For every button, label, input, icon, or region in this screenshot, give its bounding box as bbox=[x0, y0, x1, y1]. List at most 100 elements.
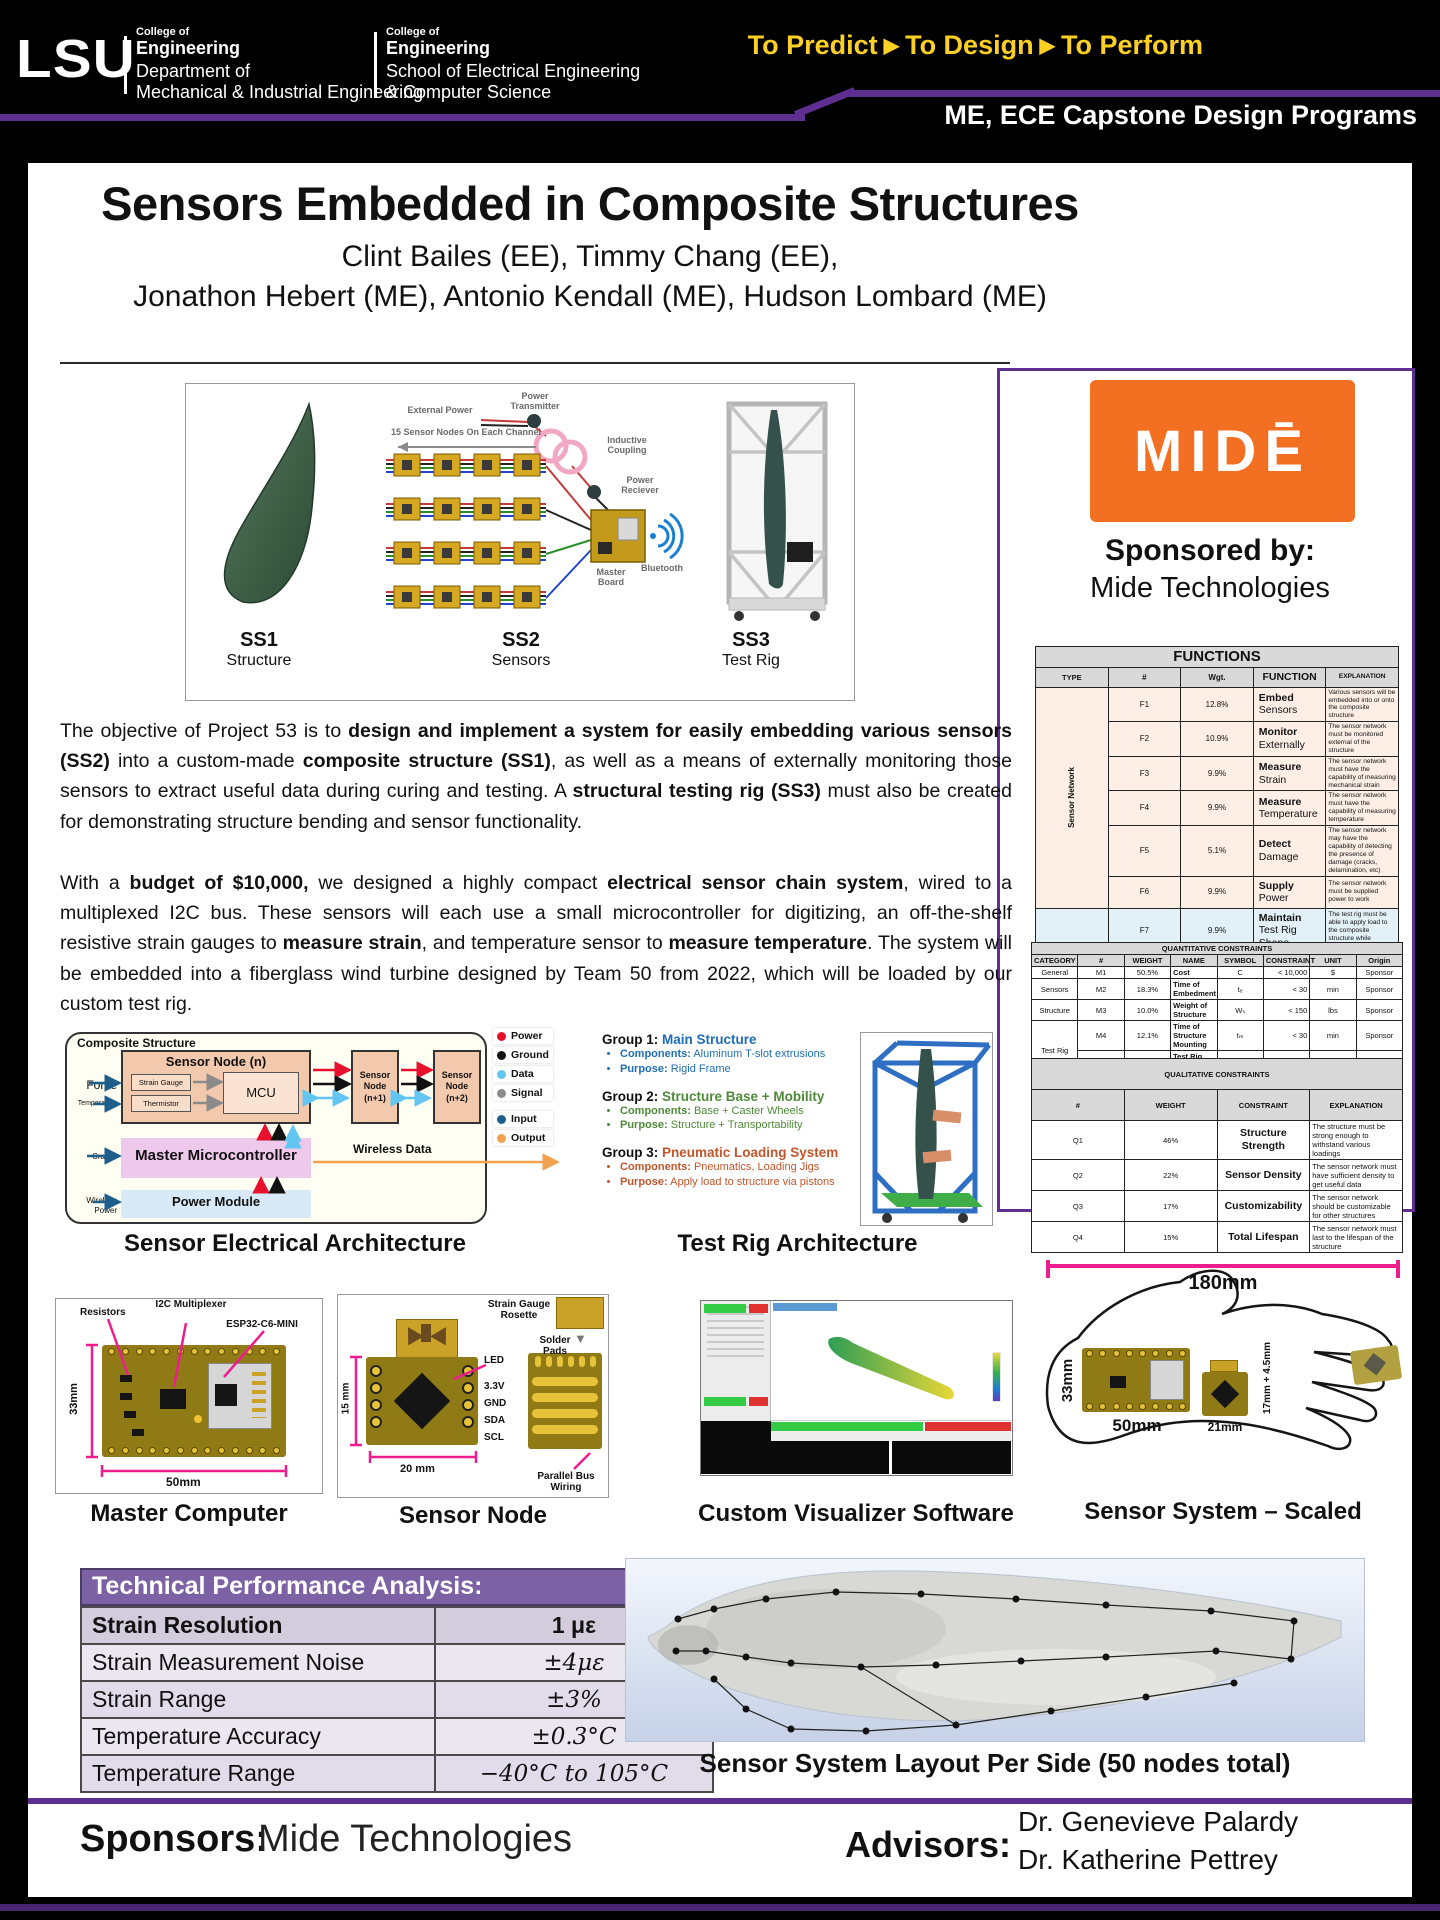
v33-label: 3.3V bbox=[484, 1381, 505, 1392]
electrical-legend: Power Ground Data Signal Input Output bbox=[493, 1028, 553, 1149]
ss2-subtitle: Sensors bbox=[491, 652, 551, 669]
performance-header: Technical Performance Analysis: bbox=[80, 1568, 714, 1606]
master-computer-caption: Master Computer bbox=[90, 1500, 288, 1527]
qualitative-constraints-table: QUALITATIVE CONSTRAINTS # WEIGHT CONSTRA… bbox=[1031, 1058, 1403, 1253]
master-microcontroller-box: Master Microcontroller bbox=[121, 1138, 311, 1178]
text-run: . The system will be embedded into a fib… bbox=[60, 932, 1013, 1015]
sensor-node-pcb-image bbox=[366, 1357, 478, 1445]
col-type: TYPE bbox=[1035, 667, 1109, 688]
sensor-node-caption: Sensor Node bbox=[398, 1502, 548, 1529]
table-row: Strain Resolution 1 με bbox=[80, 1606, 715, 1645]
scaled-node-height: 17mm + 4.5mm bbox=[1262, 1342, 1273, 1414]
wireless-data-label: Wireless Data bbox=[353, 1142, 432, 1156]
fingertip-pcb bbox=[1349, 1344, 1403, 1386]
i2c-multiplexer-label: I2C Multiplexer bbox=[155, 1299, 227, 1310]
table-row: Q2 22% Sensor Density The sensor network mu… bbox=[1031, 1159, 1403, 1191]
table-row: F5 5.1% Detect Damage The sensor network ma… bbox=[1036, 825, 1399, 877]
sda-label: SDA bbox=[484, 1415, 506, 1426]
electrical-arrows bbox=[87, 1061, 560, 1211]
table-row: Q1 46% Structure Strength The structure mus… bbox=[1031, 1120, 1403, 1160]
input-dot-icon bbox=[497, 1114, 506, 1124]
mide-logo: MIDĒ bbox=[1090, 380, 1355, 522]
bluetooth-label: Bluetooth bbox=[641, 563, 683, 573]
type-group-sensor-network: Sensor Network bbox=[1035, 686, 1109, 909]
hand-dimension: 180mm bbox=[1188, 1272, 1258, 1294]
system-overview-figure: External Power Power Transmitter 15 Sens… bbox=[185, 383, 855, 701]
group-name: Pneumatic Loading System bbox=[662, 1145, 839, 1160]
test-rig-drawing bbox=[872, 1040, 991, 1223]
power-receiver-label: Power Reciever bbox=[621, 475, 659, 495]
ss1-structure-image bbox=[223, 401, 316, 604]
title-divider bbox=[60, 362, 1010, 364]
esp32-label: ESP32-C6-MINI bbox=[226, 1319, 298, 1330]
legend-label: Data bbox=[511, 1068, 534, 1080]
node-height-dimension: 15 mm bbox=[340, 1382, 352, 1415]
visualizer-blade-render bbox=[828, 1336, 1001, 1402]
mux-chip bbox=[160, 1389, 186, 1409]
test-rig-render bbox=[860, 1032, 993, 1226]
table-row: Strain Measurement Noise ±4με bbox=[80, 1643, 715, 1682]
advisors-label: Advisors: bbox=[845, 1824, 1012, 1865]
group-components: Components: Pneumatics, Loading Jigs bbox=[620, 1161, 860, 1175]
strain-gauge-box: Strain Gauge bbox=[131, 1074, 191, 1091]
group-name: Structure Base + Mobility bbox=[662, 1088, 825, 1104]
motto-design: To Design bbox=[905, 30, 1034, 60]
legend-label: Input bbox=[511, 1113, 537, 1125]
scl-label: SCL bbox=[484, 1432, 504, 1443]
blade-layout-drawing bbox=[647, 1570, 1342, 1735]
legend-label: Signal bbox=[511, 1087, 543, 1099]
functions-header-row: TYPE # Wgt. FUNCTION EXPLANATION bbox=[1035, 667, 1399, 688]
functions-title: FUNCTIONS bbox=[1035, 646, 1399, 668]
gnd-label: GND bbox=[484, 1398, 507, 1409]
header-divider bbox=[124, 36, 127, 94]
scaled-board-height: 33mm bbox=[1059, 1358, 1077, 1403]
ground-dot-icon bbox=[497, 1050, 506, 1060]
visualizer-sidebar bbox=[701, 1301, 771, 1474]
mide-logo-text: MIDĒ bbox=[1134, 418, 1311, 484]
col-num: # bbox=[1107, 667, 1182, 688]
triangle-icon-2: ▶ bbox=[1039, 35, 1055, 57]
master-annotation-lines bbox=[86, 1318, 288, 1477]
text-run: , and temperature sensor to bbox=[421, 932, 669, 955]
header-divider-2 bbox=[374, 32, 377, 98]
group-prefix: Group 1: bbox=[602, 1032, 662, 1047]
sensor-node-n2-box: Sensor Node (n+2) bbox=[433, 1050, 481, 1124]
scaled-figure: 180mm 33mm 50mm 21mm 17mm + 4.5mm bbox=[1030, 1256, 1416, 1496]
scaled-node-width: 21mm bbox=[1207, 1420, 1243, 1434]
table-row: F2 10.9% Monitor Externally The sensor netw… bbox=[1036, 721, 1399, 757]
test-rig-groups: Group 1: Main Structure Components: Alum… bbox=[602, 1032, 860, 1202]
legend-item: Ground bbox=[493, 1047, 553, 1063]
power-transmitter-label: Power Transmitter bbox=[510, 391, 560, 411]
text-run: measure temperature bbox=[668, 932, 868, 955]
college-of-label: College of bbox=[136, 26, 190, 38]
layout-caption: Sensor System Layout Per Side (50 nodes … bbox=[699, 1748, 1291, 1778]
table-row: Temperature Range −40°C to 105°C bbox=[80, 1754, 715, 1793]
authors-line-1: Clint Bailes (EE), Timmy Chang (EE), bbox=[341, 240, 839, 273]
master-computer-figure: Resistors I2C Multiplexer ESP32-C6-MINI bbox=[55, 1298, 323, 1494]
text-run: must also be created for demonstrating s… bbox=[60, 780, 1012, 833]
quantitative-header-row: CATEGORY # WEIGHT NAME SYMBOL CONSTRAINT… bbox=[1030, 954, 1404, 967]
college-me-block: College of Engineering Department of Mec… bbox=[136, 26, 423, 102]
ss3-title: SS3 bbox=[732, 629, 770, 651]
ss1-subtitle: Structure bbox=[226, 652, 292, 669]
legend-item: Data bbox=[493, 1066, 553, 1082]
ss2-title: SS2 bbox=[502, 629, 540, 651]
text-run: electrical sensor chain system bbox=[607, 872, 904, 894]
budget-paragraph: With a budget of $10,000, we designed a … bbox=[60, 868, 1012, 1019]
node-width-dimension: 20 mm bbox=[400, 1463, 435, 1475]
legend-label: Ground bbox=[511, 1049, 549, 1061]
electrical-architecture-figure: Composite Structure Sensor Node (n) Stra… bbox=[55, 1028, 565, 1233]
college-ece-block: College of Engineering School of Electri… bbox=[386, 26, 640, 102]
text-run: into a custom-made bbox=[109, 750, 303, 773]
table-row: F4 9.9% Measure Temperature The sensor netw… bbox=[1036, 790, 1399, 827]
sensor-nodes-channel-label: 15 Sensor Nodes On Each Channel bbox=[390, 427, 542, 437]
legend-label: Output bbox=[511, 1132, 546, 1144]
group-components: Components: Aluminum T-slot extrusions bbox=[620, 1048, 860, 1062]
table-row: Q4 15% Total Lifespan The sensor network mu… bbox=[1031, 1221, 1403, 1253]
group-purpose: Purpose: Rigid Frame bbox=[620, 1063, 860, 1077]
pcb-pads-bottom bbox=[102, 1444, 286, 1457]
engineering-label: Engineering bbox=[136, 38, 241, 59]
quantitative-title: QUANTITATIVE CONSTRAINTS bbox=[1031, 942, 1403, 955]
scaled-board-width: 50mm bbox=[1112, 1416, 1162, 1435]
mcu-box: MCU bbox=[223, 1072, 299, 1114]
